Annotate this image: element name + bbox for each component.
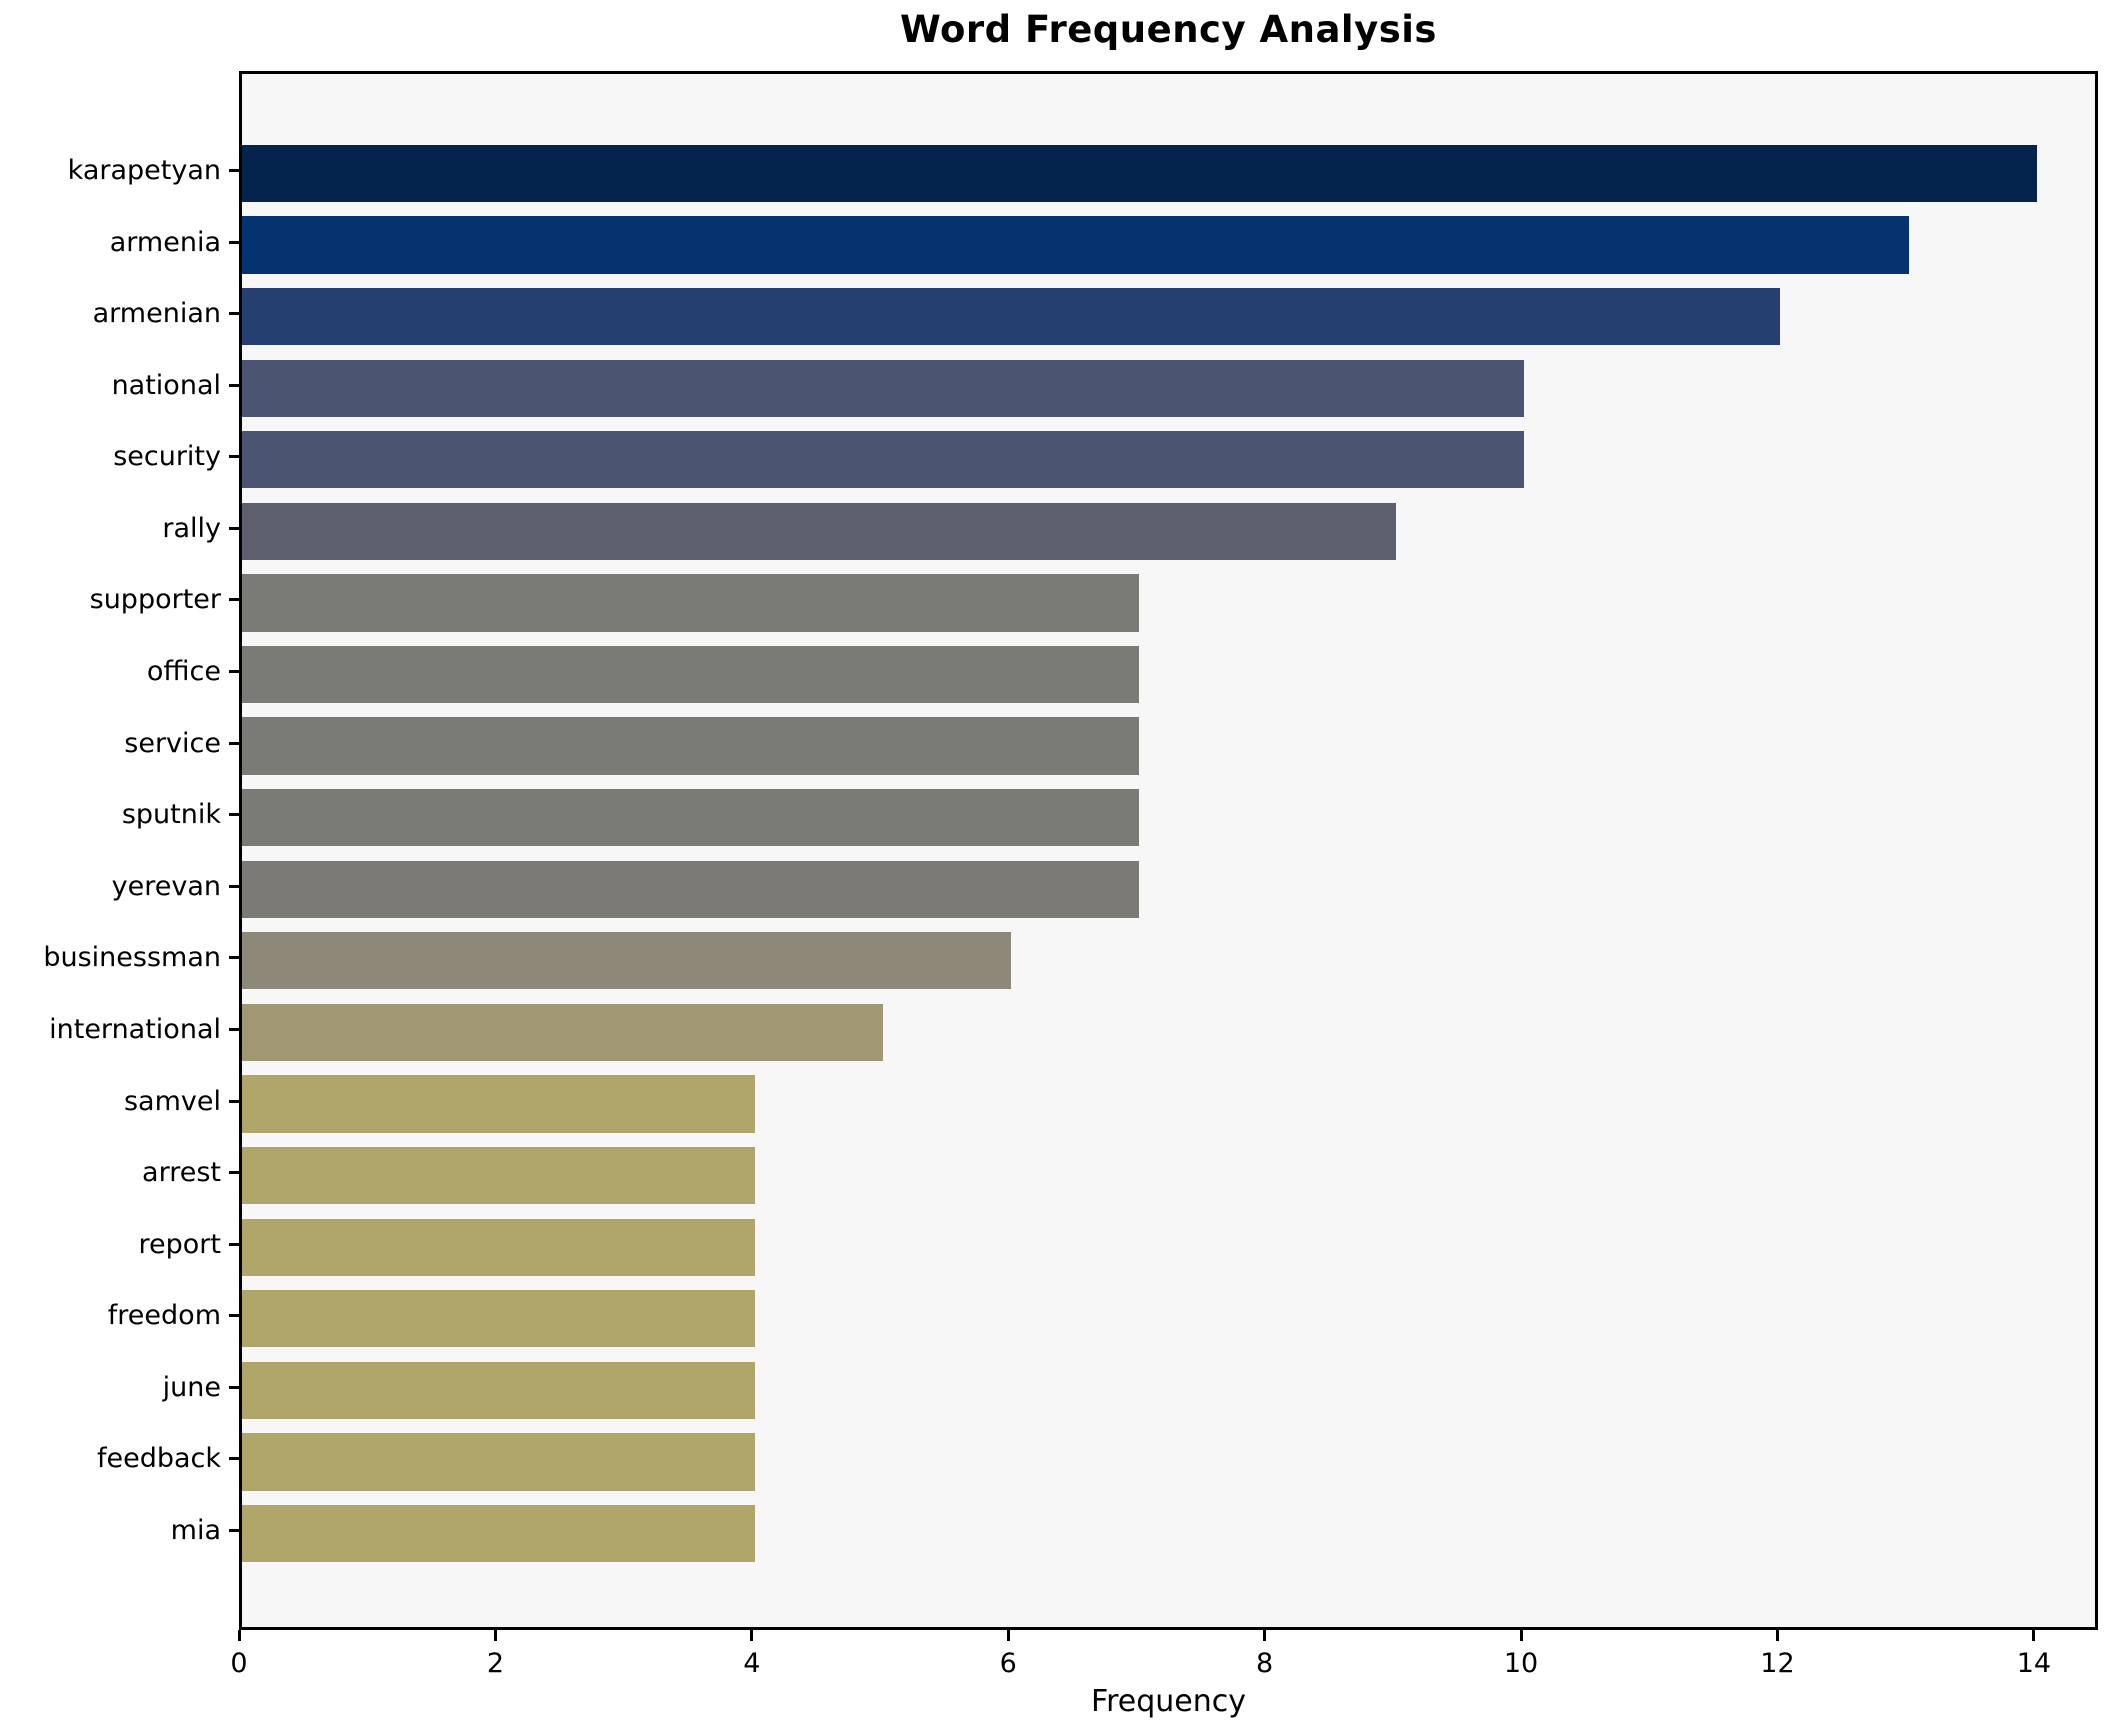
y-tick-label-international: international	[49, 1013, 221, 1045]
bar-office	[242, 645, 1140, 704]
y-tick-mark	[229, 240, 239, 244]
bar-yerevan	[242, 860, 1140, 918]
y-tick-mark	[229, 168, 239, 172]
x-tick-mark	[1519, 1630, 1523, 1641]
bar-freedom	[242, 1290, 755, 1348]
bar-mia	[242, 1504, 755, 1563]
bar-rally	[242, 502, 1396, 560]
bar-service	[242, 717, 1140, 775]
y-tick-label-armenian: armenian	[92, 298, 221, 330]
y-tick-label-service: service	[124, 727, 221, 759]
x-tick-mark	[1263, 1630, 1267, 1641]
y-tick-mark	[229, 455, 239, 459]
x-tick-mark	[237, 1630, 241, 1641]
bar-international	[242, 1003, 884, 1062]
y-tick-mark	[229, 1171, 239, 1175]
y-tick-label-report: report	[138, 1228, 221, 1260]
x-tick-mark	[2032, 1630, 2036, 1641]
y-tick-label-freedom: freedom	[107, 1300, 221, 1332]
x-tick-mark	[1775, 1630, 1779, 1641]
y-tick-label-mia: mia	[170, 1515, 221, 1546]
y-tick-label-sputnik: sputnik	[121, 799, 221, 831]
y-tick-mark	[229, 1027, 239, 1031]
bar-june	[242, 1361, 755, 1419]
x-tick-mark	[750, 1630, 754, 1641]
y-tick-mark	[229, 1385, 239, 1389]
bar-karapetyan	[242, 144, 2037, 203]
bar-report	[242, 1218, 755, 1276]
bar-businessman	[242, 932, 1012, 990]
x-tick-label-0: 0	[230, 1648, 248, 1679]
bar-armenia	[242, 216, 1909, 274]
chart-title: Word Frequency Analysis	[900, 8, 1437, 51]
x-axis-label: Frequency	[1091, 1684, 1246, 1719]
y-tick-mark	[229, 956, 239, 960]
x-tick-mark	[493, 1630, 497, 1641]
bar-feedback	[242, 1433, 755, 1491]
x-tick-label-8: 8	[1256, 1648, 1274, 1679]
y-tick-mark	[229, 1242, 239, 1246]
bar-samvel	[242, 1075, 755, 1133]
y-tick-label-rally: rally	[162, 512, 221, 544]
y-tick-label-businessman: businessman	[43, 942, 221, 974]
y-tick-label-june: june	[162, 1371, 221, 1403]
y-tick-mark	[229, 1099, 239, 1103]
y-tick-mark	[229, 884, 239, 888]
bar-security	[242, 431, 1525, 489]
x-tick-label-4: 4	[743, 1648, 761, 1679]
bar-arrest	[242, 1146, 755, 1205]
x-tick-label-10: 10	[1503, 1648, 1539, 1679]
x-tick-label-2: 2	[486, 1648, 504, 1679]
y-tick-mark	[229, 1314, 239, 1318]
y-tick-label-office: office	[146, 656, 221, 688]
y-tick-mark	[229, 312, 239, 316]
y-tick-label-security: security	[113, 441, 221, 473]
x-tick-label-14: 14	[2016, 1648, 2052, 1679]
y-tick-mark	[229, 670, 239, 674]
bar-supporter	[242, 574, 1140, 632]
y-tick-mark	[229, 813, 239, 817]
y-tick-label-yerevan: yerevan	[111, 870, 221, 902]
y-tick-label-arrest: arrest	[142, 1157, 221, 1189]
y-tick-label-supporter: supporter	[89, 584, 221, 616]
y-tick-mark	[229, 598, 239, 602]
y-tick-mark	[229, 741, 239, 745]
y-tick-mark	[229, 1529, 239, 1532]
y-tick-label-samvel: samvel	[123, 1085, 221, 1117]
y-tick-label-karapetyan: karapetyan	[67, 154, 221, 186]
y-tick-mark	[229, 383, 239, 387]
bar-national	[242, 359, 1525, 417]
x-tick-label-12: 12	[1760, 1648, 1795, 1679]
plot-area	[239, 71, 2098, 1630]
bar-armenian	[242, 288, 1781, 346]
y-tick-label-feedback: feedback	[96, 1443, 221, 1475]
x-tick-label-6: 6	[999, 1648, 1017, 1679]
bar-sputnik	[242, 789, 1140, 847]
y-tick-label-national: national	[111, 369, 221, 401]
y-tick-label-armenia: armenia	[109, 226, 221, 258]
y-tick-mark	[229, 526, 239, 530]
y-tick-mark	[229, 1457, 239, 1461]
x-tick-mark	[1006, 1630, 1010, 1641]
